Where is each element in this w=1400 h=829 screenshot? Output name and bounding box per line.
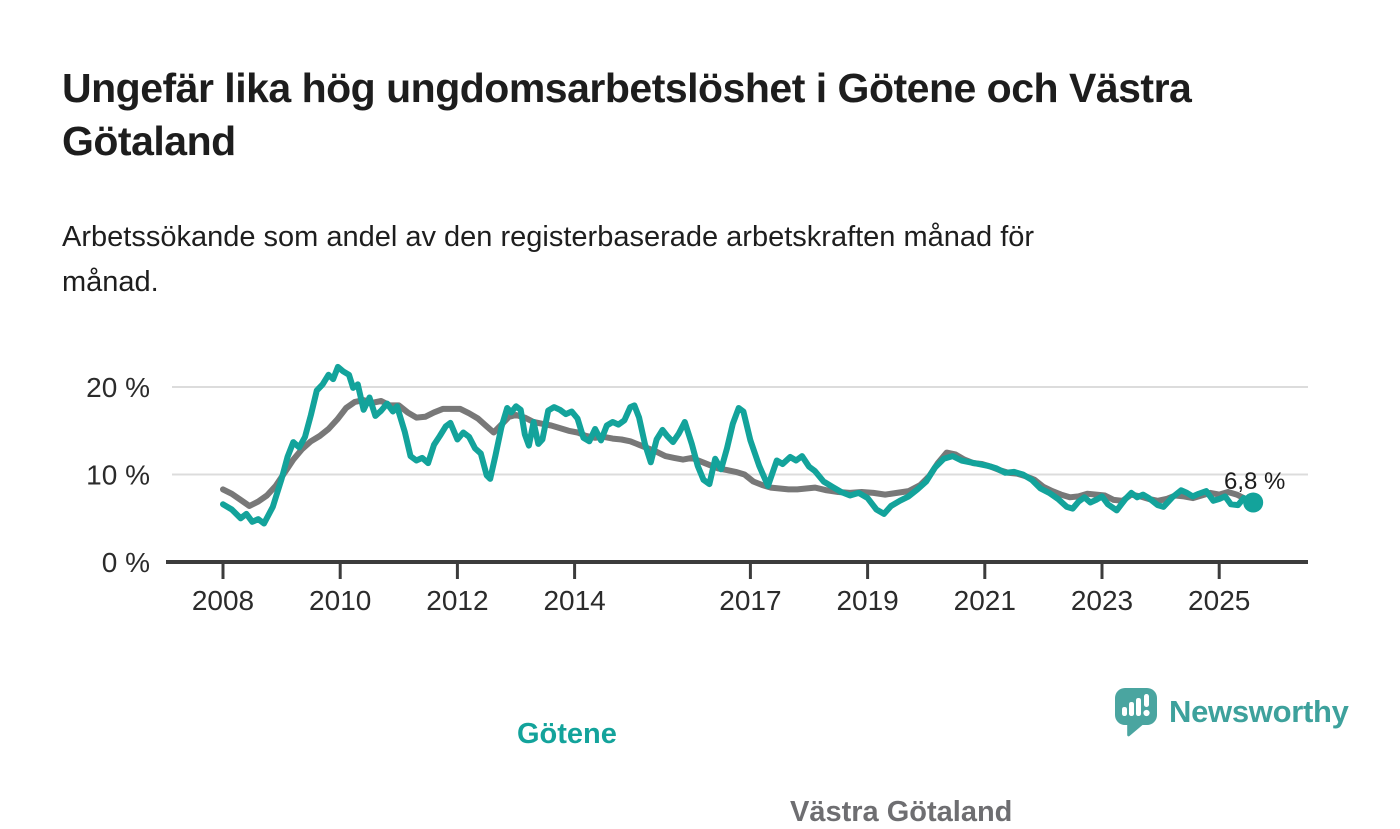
newsworthy-bubble-chart-icon xyxy=(1115,688,1157,737)
series-line-gotene xyxy=(220,363,1257,527)
series-label-vastra-gotaland: Västra Götaland xyxy=(790,796,1013,828)
x-tick-label-2010: 2010 xyxy=(309,585,371,616)
endpoint-value-label: 6,8 % xyxy=(1224,468,1286,495)
x-tick-label-2025: 2025 xyxy=(1188,585,1250,616)
logo-exclamation-dot xyxy=(1143,709,1150,717)
page-subtitle-line2: månad. xyxy=(62,266,159,298)
page-title: Ungefär lika hög ungdomsarbetslöshet i G… xyxy=(62,62,1362,168)
x-tick-label-2014: 2014 xyxy=(543,585,605,616)
page-title-line1: Ungefär lika hög ungdomsarbetslöshet i G… xyxy=(62,65,1192,111)
chart-canvas: 0 % 10 % 20 % 2008 2010 2012 2014 2017 2019 2021 2… xyxy=(86,363,1308,616)
x-tick-label-2012: 2012 xyxy=(426,585,488,616)
x-tick-label-2023: 2023 xyxy=(1071,585,1133,616)
page: { "header": { "title_line1": "Ungefär li… xyxy=(0,62,1400,828)
page-subtitle-line1: Arbetssökande som andel av den registerb… xyxy=(62,221,1035,253)
line-chart: 0 % 10 % 20 % 2008 2010 2012 2014 2017 2019 2021 2… xyxy=(0,322,1400,828)
y-tick-label-10: 10 % xyxy=(86,460,150,491)
page-subtitle: Arbetssökande som andel av den registerb… xyxy=(62,215,1362,305)
y-tick-label-20: 20 % xyxy=(86,372,150,403)
x-tick-label-2008: 2008 xyxy=(192,585,254,616)
logo-bars-icon xyxy=(1122,694,1150,717)
y-tick-label-0: 0 % xyxy=(102,547,150,578)
page-title-line2: Götaland xyxy=(62,118,236,164)
x-tick-label-2019: 2019 xyxy=(836,585,898,616)
x-tick-label-2017: 2017 xyxy=(719,585,781,616)
newsworthy-logo: Newsworthy xyxy=(1113,685,1349,739)
x-tick-label-2021: 2021 xyxy=(954,585,1016,616)
series-label-gotene: Götene xyxy=(517,718,617,750)
logo-exclamation-stem xyxy=(1144,694,1149,707)
endpoint-dot xyxy=(1243,492,1264,513)
brand-name: Newsworthy xyxy=(1169,694,1349,729)
